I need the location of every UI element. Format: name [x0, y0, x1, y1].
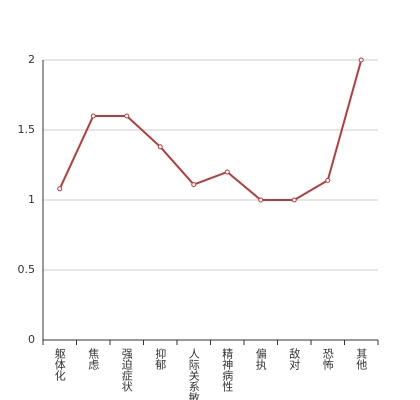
x-tick-label: 敌对 [288, 347, 301, 370]
point [157, 144, 163, 150]
x-tick-label: 精神病性 [221, 348, 234, 393]
x-tick-label: 人际关系敏感 [187, 348, 200, 400]
x-tick-label: 恐怖 [321, 348, 334, 370]
point [57, 186, 63, 192]
x-tick-label: 躯体化 [53, 348, 66, 382]
line [58, 59, 363, 201]
point [224, 169, 230, 175]
y-tick-label: 1.5 [18, 123, 36, 136]
point [358, 57, 364, 63]
x-tick-label: 焦虑 [87, 348, 100, 370]
point [124, 113, 130, 119]
y-tick-label: 1 [28, 193, 35, 206]
y-tick-label: 0 [28, 333, 35, 346]
point [90, 113, 96, 119]
point [325, 177, 331, 183]
y-tick-label: 2 [28, 53, 35, 66]
x-tick-label: 强迫症状 [120, 348, 133, 392]
x-tick-label: 其他 [355, 348, 368, 370]
point [191, 182, 197, 188]
x-tick-label: 偏执 [254, 347, 267, 371]
point [291, 197, 297, 203]
y-tick-label: 0.5 [18, 263, 36, 276]
x-tick-label: 抑郁 [154, 347, 167, 370]
point [258, 197, 264, 203]
